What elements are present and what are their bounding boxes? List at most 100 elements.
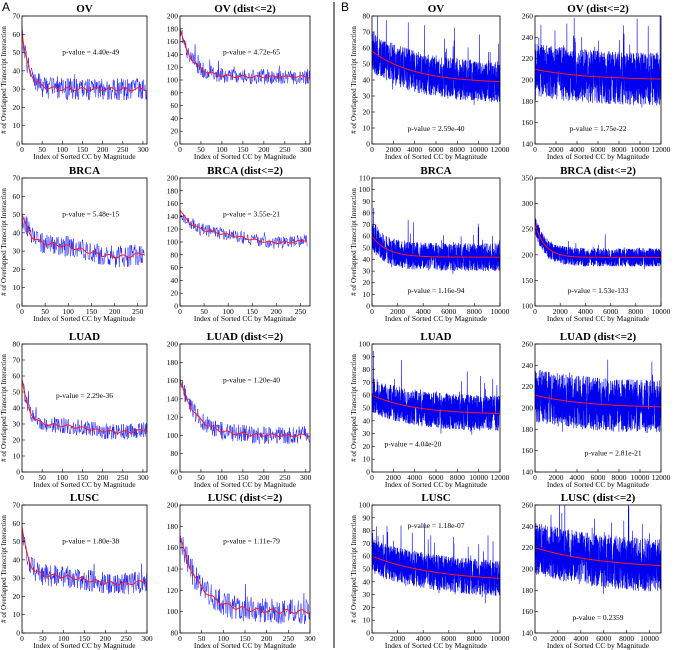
x-tick-label: 10000 bbox=[469, 473, 488, 482]
x-axis-label: Index of Sorted CC by Magnitude bbox=[194, 480, 297, 489]
panel-a-luad2: LUAD (dist<=2) 0 50 100 150 200 250 300 60 80 100 1… bbox=[167, 331, 312, 489]
x-tick-label: 100 bbox=[223, 307, 235, 316]
p-value-label: p-value = 3.55e-21 bbox=[223, 209, 280, 218]
y-tick-label: 350 bbox=[522, 174, 534, 183]
x-tick-label: 150 bbox=[77, 145, 89, 154]
y-tick-label: 30 bbox=[13, 574, 21, 583]
x-tick-label: 2000 bbox=[390, 307, 405, 316]
x-axis-label: Index of Sorted CC by Magnitude bbox=[547, 152, 650, 161]
x-tick-label: 0 bbox=[370, 473, 374, 482]
y-tick-label: 40 bbox=[13, 404, 21, 413]
trend-line bbox=[22, 214, 145, 259]
y-tick-label: 180 bbox=[522, 425, 534, 434]
y-tick-label: 30 bbox=[13, 85, 21, 94]
x-tick-label: 300 bbox=[300, 145, 312, 154]
y-tick-label: 40 bbox=[363, 76, 371, 85]
y-tick-label: 30 bbox=[363, 590, 371, 599]
x-tick-label: 6000 bbox=[591, 145, 606, 154]
x-tick-label: 0 bbox=[533, 145, 537, 154]
y-tick-label: 240 bbox=[522, 361, 534, 370]
x-tick-label: 300 bbox=[304, 634, 316, 643]
x-tick-label: 250 bbox=[295, 307, 307, 316]
x-axis-label: Index of Sorted CC by Magnitude bbox=[547, 314, 650, 323]
x-axis-label: Index of Sorted CC by Magnitude bbox=[385, 480, 488, 489]
panel-a-brca: BRCA 0 50 100 150 200 250 0 10 20 30 40 50 60 70 Index … bbox=[0, 165, 148, 323]
y-tick-label: 20 bbox=[363, 278, 371, 287]
y-tick-label: 10 bbox=[13, 121, 21, 130]
y-tick-label: 60 bbox=[363, 44, 371, 53]
y-tick-label: 80 bbox=[171, 88, 179, 97]
y-tick-label: 200 bbox=[167, 501, 179, 510]
y-tick-label: 0 bbox=[366, 629, 370, 638]
x-tick-label: 10000 bbox=[631, 473, 650, 482]
panel-title: LUAD (dist<=2) bbox=[560, 331, 637, 343]
x-axis-label: Index of Sorted CC by Magnitude bbox=[385, 314, 488, 323]
plot-frame bbox=[21, 504, 148, 634]
y-tick-label: 50 bbox=[363, 60, 371, 69]
y-tick-label: 140 bbox=[167, 394, 179, 403]
y-tick-label: 70 bbox=[363, 539, 371, 548]
x-axis-label: Index of Sorted CC by Magnitude bbox=[33, 314, 136, 323]
x-tick-label: 0 bbox=[178, 145, 182, 154]
y-tick-label: 160 bbox=[167, 199, 179, 208]
y-tick-label: 50 bbox=[13, 48, 21, 57]
y-tick-label: 60 bbox=[13, 519, 21, 528]
panel-title: OV bbox=[76, 3, 93, 15]
y-tick-label: 100 bbox=[167, 238, 179, 247]
x-axis-label: Index of Sorted CC by Magnitude bbox=[385, 152, 488, 161]
p-value-label: p-value = 4.72e-65 bbox=[223, 47, 280, 56]
x-tick-label: 0 bbox=[370, 307, 374, 316]
p-value-label: p-value = 1.11e-79 bbox=[223, 536, 280, 545]
y-tick-label: 10 bbox=[363, 616, 371, 625]
p-value-label: p-value = 2.29e-36 bbox=[56, 391, 113, 400]
data-series-line bbox=[22, 380, 147, 440]
x-tick-label: 50 bbox=[41, 307, 49, 316]
y-tick-label: 10 bbox=[13, 452, 21, 461]
panel-b-ov2: OV (dist<=2) 0 2000 4000 6000 8000 10000 12000 1… bbox=[522, 3, 671, 161]
x-tick-label: 200 bbox=[271, 307, 283, 316]
y-tick-label: 160 bbox=[522, 118, 534, 127]
y-tick-label: 120 bbox=[167, 586, 179, 595]
p-value-label: p-value = 1.18e-07 bbox=[408, 521, 465, 530]
p-value-label: p-value = 5.48e-15 bbox=[62, 209, 119, 218]
panel-b-luad2: LUAD (dist<=2) 0 2000 4000 6000 8000 10000 1200… bbox=[522, 331, 671, 489]
y-tick-label: 220 bbox=[522, 382, 534, 391]
x-tick-label: 150 bbox=[239, 634, 251, 643]
panel-a-ov2: OV (dist<=2) 0 50 100 150 200 250 300 0 20 40 60 80 1… bbox=[167, 3, 312, 161]
x-tick-label: 200 bbox=[258, 473, 270, 482]
data-series-line bbox=[372, 16, 500, 105]
y-tick-label: 240 bbox=[522, 522, 534, 531]
x-tick-label: 6000 bbox=[603, 307, 618, 316]
y-tick-label: 20 bbox=[171, 289, 179, 298]
y-tick-label: 0 bbox=[366, 302, 370, 311]
x-tick-label: 8000 bbox=[619, 634, 634, 643]
y-tick-label: 70 bbox=[13, 12, 21, 21]
x-tick-label: 200 bbox=[258, 145, 270, 154]
y-tick-label: 200 bbox=[522, 76, 534, 85]
y-tick-label: 20 bbox=[13, 103, 21, 112]
plot-frame bbox=[179, 15, 311, 145]
panel-b-lusc: LUSC 0 2000 4000 6000 8000 10000 0 10 20 30 40 50 60 7… bbox=[350, 492, 510, 650]
x-tick-label: 6000 bbox=[429, 145, 444, 154]
x-tick-label: 10000 bbox=[491, 634, 510, 643]
y-tick-label: 200 bbox=[522, 250, 534, 259]
x-tick-label: 4000 bbox=[416, 307, 431, 316]
panel-title: BRCA (dist<=2) bbox=[207, 165, 283, 177]
y-tick-label: 40 bbox=[171, 114, 179, 123]
x-tick-label: 4000 bbox=[407, 145, 422, 154]
y-tick-label: 10 bbox=[363, 290, 371, 299]
x-tick-label: 2000 bbox=[386, 145, 401, 154]
trend-line bbox=[372, 555, 500, 579]
y-tick-label: 10 bbox=[13, 283, 21, 292]
y-tick-label: 300 bbox=[522, 199, 534, 208]
p-value-label: p-value = 1.80e-38 bbox=[62, 536, 119, 545]
panel-title: LUAD (dist<=2) bbox=[207, 331, 284, 343]
panel-title: BRCA (dist<=2) bbox=[560, 165, 636, 177]
x-tick-label: 8000 bbox=[450, 145, 465, 154]
x-tick-label: 300 bbox=[141, 634, 153, 643]
x-tick-label: 4000 bbox=[416, 634, 431, 643]
y-tick-label: 100 bbox=[167, 76, 179, 85]
y-tick-label: 180 bbox=[522, 586, 534, 595]
y-tick-label: 40 bbox=[13, 555, 21, 564]
x-tick-label: 250 bbox=[283, 634, 295, 643]
